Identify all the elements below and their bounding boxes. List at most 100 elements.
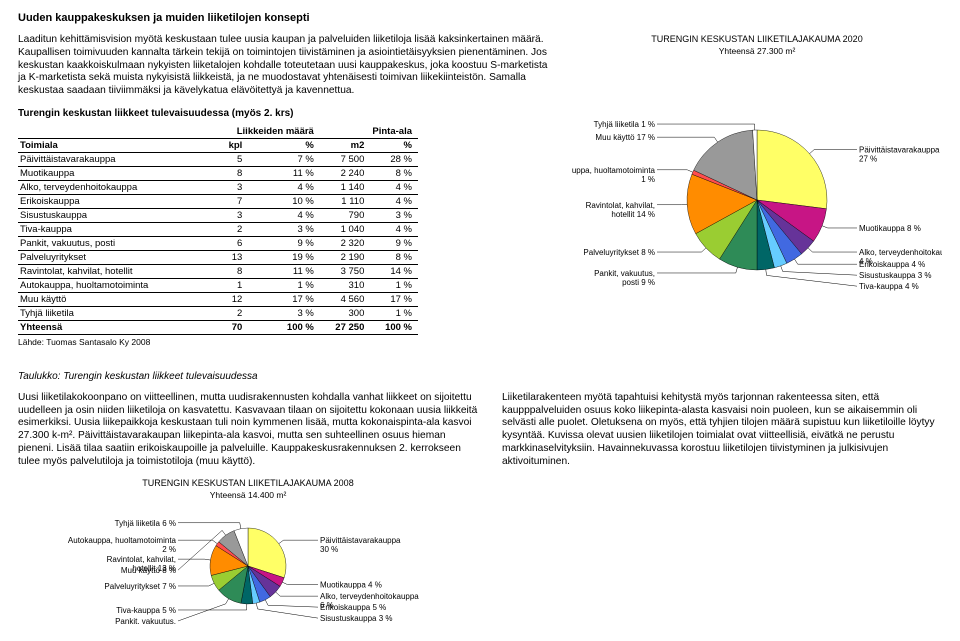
table-cell: Pankit, vakuutus, posti <box>18 236 204 250</box>
table-cell: 7 <box>204 194 248 208</box>
table-cell: 300 <box>320 306 371 320</box>
table-cell: 2 <box>204 222 248 236</box>
table-cell: 3 % <box>370 208 418 222</box>
table-cell: Päivittäistavarakauppa <box>18 152 204 166</box>
pie-label: Tyhjä liiketila 1 % <box>594 120 655 129</box>
table-cell: 8 % <box>370 250 418 264</box>
table-row: Sisustuskauppa34 %7903 % <box>18 208 418 222</box>
pie-label: Muotikauppa 8 % <box>859 224 921 233</box>
table-cell: 9 % <box>248 236 320 250</box>
table-header-cell: m2 <box>320 138 371 152</box>
table-cell: 17 % <box>370 292 418 306</box>
table-row: Päivittäistavarakauppa57 %7 50028 % <box>18 152 418 166</box>
table-row: Erikoiskauppa710 %1 1104 % <box>18 194 418 208</box>
table-cell: 7 % <box>248 152 320 166</box>
table-cell: Autokauppa, huoltamotoiminta <box>18 278 204 292</box>
table-cell: 2 190 <box>320 250 371 264</box>
table-cell: 1 140 <box>320 180 371 194</box>
table-row: Tyhjä liiketila23 %3001 % <box>18 306 418 320</box>
pie-label: Pankit, vakuutus,posti 11 % <box>115 617 176 624</box>
pie-label: Muu käyttö 8 % <box>121 566 176 575</box>
pie-label: Muotikauppa 4 % <box>320 581 382 590</box>
table-cell: 11 % <box>248 264 320 278</box>
table-cell: 1 % <box>248 278 320 292</box>
body-paragraph-left: Uusi liiketilakokoonpano on viitteelline… <box>18 392 478 469</box>
table-row: Ravintolat, kahvilat, hotellit811 %3 750… <box>18 264 418 278</box>
col-group-1: Liikkeiden määrä <box>204 125 320 139</box>
chart-2020-subtitle: Yhteensä 27.300 m² <box>572 46 942 56</box>
table-row: Alko, terveydenhoitokauppa34 %1 1404 % <box>18 180 418 194</box>
table-cell: 2 320 <box>320 236 371 250</box>
table-row: Autokauppa, huoltamotoiminta11 %3101 % <box>18 278 418 292</box>
table-cell: Palveluyritykset <box>18 250 204 264</box>
table-cell: 7 500 <box>320 152 371 166</box>
table-cell: 3 % <box>248 222 320 236</box>
table-cell: 6 <box>204 236 248 250</box>
table-total-cell: 70 <box>204 320 248 334</box>
table-cell: 11 % <box>248 166 320 180</box>
table-cell: 4 560 <box>320 292 371 306</box>
pie-label: Autokauppa, huoltamotoiminta2 % <box>68 536 177 554</box>
table-header-cell: Toimiala <box>18 138 204 152</box>
pie-label: Sisustuskauppa 3 % <box>859 271 932 280</box>
table-total-cell: 100 % <box>248 320 320 334</box>
chart-2020-title: TURENGIN KESKUSTAN LIIKETILAJAKAUMA 2020 <box>572 34 942 44</box>
table-cell: 2 240 <box>320 166 371 180</box>
pie-label: Erikoiskauppa 5 % <box>320 603 386 612</box>
table-cell: Tyhjä liiketila <box>18 306 204 320</box>
pie-label: Ravintolat, kahvilat,hotellit 14 % <box>586 201 655 219</box>
pie-label: Erikoiskauppa 4 % <box>859 260 925 269</box>
table-total-cell: 100 % <box>370 320 418 334</box>
table-caption: Taulukko: Turengin keskustan liikkeet tu… <box>18 371 942 382</box>
table-row: Muotikauppa811 %2 2408 % <box>18 166 418 180</box>
table-cell: Tiva-kauppa <box>18 222 204 236</box>
table-cell: 12 <box>204 292 248 306</box>
pie-label: Tiva-kauppa 5 % <box>116 606 176 615</box>
table-cell: Muotikauppa <box>18 166 204 180</box>
pie-chart-2008: TURENGIN KESKUSTAN LIIKETILAJAKAUMA 2008… <box>18 478 478 624</box>
pie-slice <box>757 130 827 209</box>
table-cell: Sisustuskauppa <box>18 208 204 222</box>
table-row: Muu käyttö1217 %4 56017 % <box>18 292 418 306</box>
table-cell: 1 040 <box>320 222 371 236</box>
table-cell: 310 <box>320 278 371 292</box>
table-cell: 4 % <box>248 208 320 222</box>
table-cell: 3 % <box>248 306 320 320</box>
table-cell: 1 <box>204 278 248 292</box>
table-cell: 13 <box>204 250 248 264</box>
chart-2008-subtitle: Yhteensä 14.400 m² <box>18 490 478 500</box>
table-cell: 19 % <box>248 250 320 264</box>
table-cell: 17 % <box>248 292 320 306</box>
chart-2008-title: TURENGIN KESKUSTAN LIIKETILAJAKAUMA 2008 <box>18 478 478 488</box>
pie-label: Muu käyttö 17 % <box>595 133 655 142</box>
table-cell: Ravintolat, kahvilat, hotellit <box>18 264 204 278</box>
table-total-cell: Yhteensä <box>18 320 204 334</box>
pie-label: Tiva-kauppa 4 % <box>859 282 919 291</box>
table-header-cell: % <box>370 138 418 152</box>
col-group-2: Pinta-ala <box>320 125 418 139</box>
table-cell: 9 % <box>370 236 418 250</box>
table-cell: Erikoiskauppa <box>18 194 204 208</box>
table-row: Palveluyritykset1319 %2 1908 % <box>18 250 418 264</box>
pie-label: Autokauppa, huoltamotoiminta1 % <box>572 166 656 184</box>
pie-label: Pankit, vakuutus,posti 9 % <box>594 269 655 287</box>
table-cell: 8 % <box>370 166 418 180</box>
table-cell: Muu käyttö <box>18 292 204 306</box>
pie-label: Päivittäistavarakauppa27 % <box>859 146 940 164</box>
table-header-cell: kpl <box>204 138 248 152</box>
table-cell: 3 <box>204 208 248 222</box>
page-title: Uuden kauppakeskuksen ja muiden liiketil… <box>18 12 942 24</box>
pie-label: Sisustuskauppa 3 % <box>320 614 393 623</box>
table-cell: 3 <box>204 180 248 194</box>
table-cell: 1 % <box>370 306 418 320</box>
table-cell: Alko, terveydenhoitokauppa <box>18 180 204 194</box>
table-cell: 790 <box>320 208 371 222</box>
table-cell: 4 % <box>248 180 320 194</box>
table-cell: 4 % <box>370 180 418 194</box>
table-cell: 1 110 <box>320 194 371 208</box>
intro-paragraph: Laaditun kehittämisvision myötä keskusta… <box>18 34 548 98</box>
data-table: Liikkeiden määrä Pinta-ala Toimialakpl%m… <box>18 125 418 335</box>
pie-label: Palveluyritykset 7 % <box>104 582 176 591</box>
table-title: Turengin keskustan liikkeet tulevaisuude… <box>18 108 548 119</box>
table-total-cell: 27 250 <box>320 320 371 334</box>
